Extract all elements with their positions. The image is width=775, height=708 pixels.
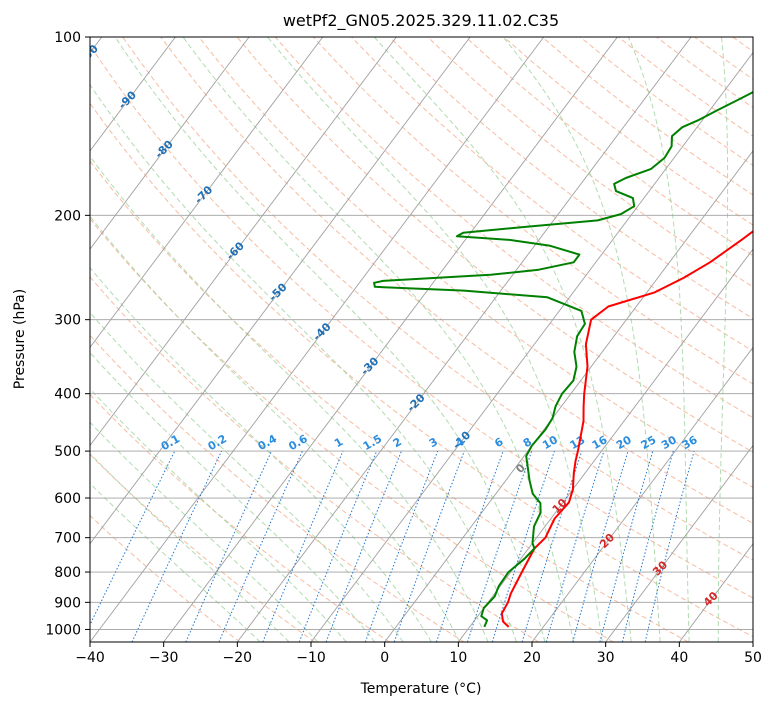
- chart-title: wetPf2_GN05.2025.329.11.02.C35: [283, 11, 559, 31]
- moist-adiabat-line: [502, 37, 661, 642]
- isotherm-line: [163, 37, 618, 642]
- y-tick-label: 400: [54, 387, 81, 403]
- dry-adiabat-line: [389, 37, 753, 320]
- isotherm-line: [90, 37, 471, 545]
- isotherm-line: [90, 37, 545, 642]
- y-tick-label: 1000: [45, 622, 81, 638]
- dry-adiabat-line: [236, 37, 753, 453]
- moist-adiabat-line: [717, 37, 729, 642]
- isotherm-line: [384, 150, 753, 642]
- x-tick-label: −10: [296, 650, 326, 666]
- x-tick-label: 20: [523, 650, 541, 666]
- x-tick-label: 50: [744, 650, 762, 666]
- mixing-ratio-line: [467, 450, 533, 642]
- y-tick-label: 800: [54, 565, 81, 581]
- moist-adiabat-line: [90, 421, 319, 642]
- isotherm-line: [90, 37, 176, 152]
- moist-adiabat-line: [267, 37, 603, 642]
- isotherm-label: -100: [72, 42, 101, 71]
- dry-adiabat-line: [427, 37, 753, 288]
- isotherm-line: [605, 444, 753, 642]
- y-tick-label: 100: [54, 30, 81, 46]
- isotherm-line: [90, 37, 397, 447]
- isotherm-line: [90, 37, 324, 349]
- mixing-ratio-line: [393, 450, 465, 642]
- y-tick-label: 200: [54, 208, 81, 224]
- y-axis: 100 200 300 400 500 600 700 800 900 1000: [45, 30, 90, 638]
- mixing-ratio-line: [298, 450, 378, 642]
- moist-adiabat-line: [90, 215, 461, 642]
- moist-adiabat-line: [90, 266, 432, 642]
- x-tick-label: −20: [223, 650, 253, 666]
- x-axis: −40 −30 −20 −10 0 10 20 30 40 50: [75, 642, 762, 666]
- background-lines: [90, 37, 753, 642]
- moist-adiabat-line: [90, 155, 489, 642]
- mixing-ratio-line: [185, 450, 272, 642]
- x-tick-label: 10: [449, 650, 467, 666]
- isotherm-line: [310, 51, 753, 642]
- x-tick-label: −40: [75, 650, 105, 666]
- mixing-ratio-line: [545, 450, 605, 642]
- y-tick-label: 300: [54, 313, 81, 329]
- mixing-ratio-line: [325, 450, 402, 642]
- moist-adiabat-line: [90, 83, 517, 642]
- dry-adiabat-line: [90, 276, 540, 642]
- isotherm-line: [90, 37, 250, 250]
- x-axis-title: Temperature (°C): [360, 681, 482, 697]
- dry-adiabat-line: [90, 217, 614, 642]
- mixing-ratio-line: [262, 450, 344, 642]
- dry-adiabat-line: [122, 37, 753, 561]
- dry-adiabat-line: [274, 37, 753, 419]
- y-tick-label: 700: [54, 531, 81, 547]
- dry-adiabat-line: [90, 44, 753, 599]
- mixing-ratio-line: [521, 450, 583, 642]
- moist-adiabat-line: [114, 37, 546, 642]
- x-tick-label: −30: [149, 650, 179, 666]
- mixing-ratio-line: [218, 450, 303, 642]
- y-tick-label: 900: [54, 595, 81, 611]
- mixing-ratio-line: [621, 450, 674, 642]
- y-axis-title: Pressure (hPa): [12, 289, 28, 389]
- dry-adiabat-line: [198, 37, 753, 488]
- x-tick-label: 30: [597, 650, 615, 666]
- moist-adiabat-line: [90, 311, 404, 642]
- isotherm-line: [457, 248, 753, 642]
- isotherm-line: [531, 346, 753, 642]
- dry-adiabat-line: [351, 37, 753, 352]
- x-tick-label: 0: [380, 650, 389, 666]
- series-layer: [373, 90, 753, 628]
- y-tick-label: 500: [54, 444, 81, 460]
- mixing-ratio-line: [572, 450, 629, 642]
- dry-adiabat-line: [90, 393, 390, 642]
- dewpoint-profile-line: [373, 90, 753, 628]
- mixing-ratio-line: [435, 450, 504, 642]
- mixing-ratio-line: [599, 450, 654, 642]
- moist-adiabat-line: [373, 37, 632, 642]
- y-tick-label: 600: [54, 491, 81, 507]
- x-tick-label: 40: [670, 650, 688, 666]
- isotherm-line: [236, 37, 692, 642]
- plot-frame: [89, 36, 754, 643]
- dry-adiabat-line: [90, 514, 241, 642]
- moist-adiabat-line: [90, 388, 347, 642]
- mixing-ratio-line: [364, 450, 439, 642]
- mixing-ratio-line: [131, 450, 223, 642]
- moist-adiabat-line: [90, 482, 261, 642]
- dry-adiabat-line: [90, 334, 465, 642]
- moist-adiabat-line: [90, 452, 290, 642]
